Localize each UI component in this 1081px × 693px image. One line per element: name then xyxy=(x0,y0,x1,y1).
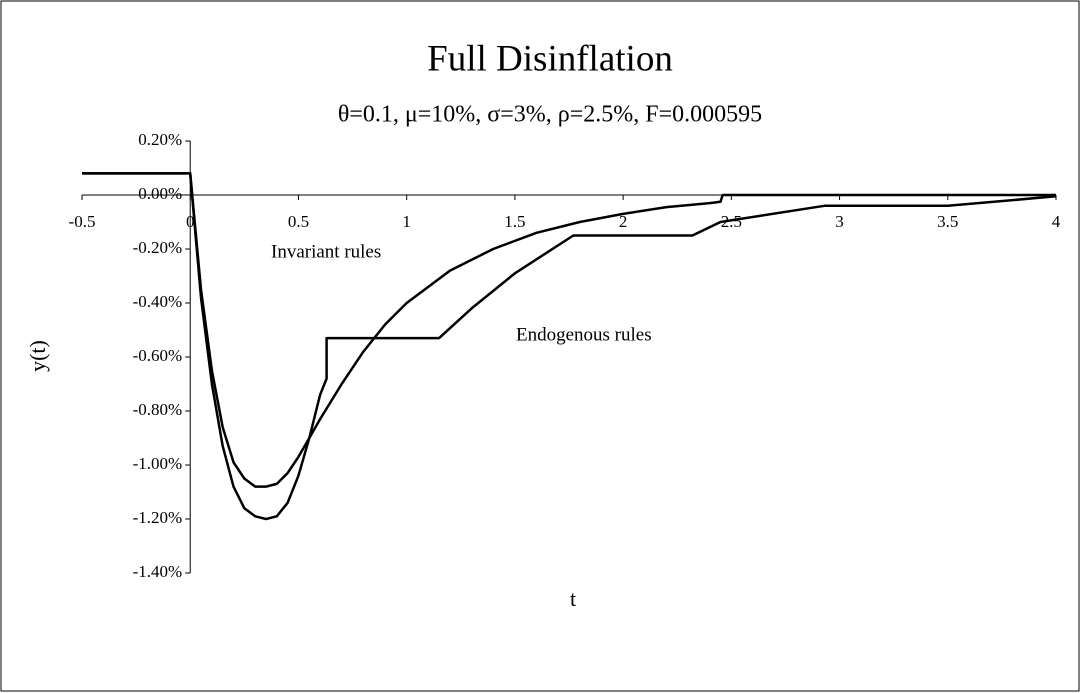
y-tick-label: 0.20% xyxy=(138,130,182,149)
y-tick-label: -1.00% xyxy=(133,454,183,473)
x-tick-label: 2 xyxy=(619,212,628,231)
chart-title: Full Disinflation xyxy=(427,38,673,79)
series-label: Endogenous rules xyxy=(516,324,652,345)
y-tick-label: -0.80% xyxy=(133,400,183,419)
series-line xyxy=(82,172,1056,488)
y-tick-label: -0.20% xyxy=(133,238,183,257)
x-tick-label: 1 xyxy=(402,212,411,231)
y-tick-label: -1.20% xyxy=(133,508,183,527)
y-axis-label: y(t) xyxy=(25,340,50,372)
y-tick-label: -1.40% xyxy=(133,562,183,581)
x-axis-label: t xyxy=(570,586,576,611)
y-tick-label: -0.40% xyxy=(133,292,183,311)
x-tick-label: 3.5 xyxy=(937,212,958,231)
series-label: Invariant rules xyxy=(271,241,381,262)
y-tick-label: -0.60% xyxy=(133,346,183,365)
y-tick-label: 0.00% xyxy=(138,184,182,203)
x-tick-label: 3 xyxy=(835,212,844,231)
x-tick-label: 4 xyxy=(1052,212,1061,231)
chart-subtitle: θ=0.1, μ=10%, σ=3%, ρ=2.5%, F=0.000595 xyxy=(338,102,762,128)
series-line xyxy=(82,172,1057,521)
x-tick-label: 1.5 xyxy=(504,212,525,231)
x-tick-label: 0 xyxy=(186,212,195,231)
x-tick-label: 0.5 xyxy=(288,212,309,231)
x-tick-label: -0.5 xyxy=(69,212,96,231)
